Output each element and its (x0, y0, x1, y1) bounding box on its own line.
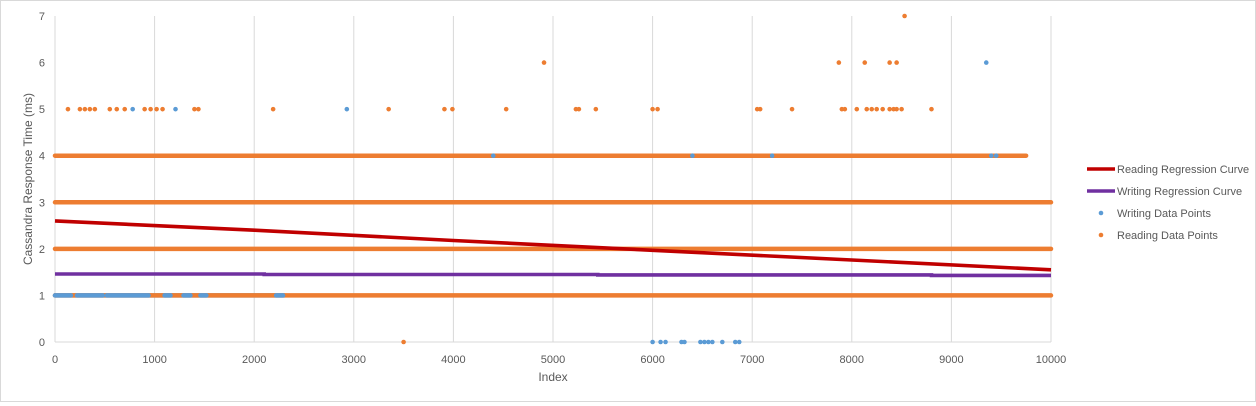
data-point (894, 106, 899, 112)
data-point (862, 60, 868, 65)
data-point (698, 339, 703, 345)
legend-label: Writing Regression Curve (1117, 186, 1242, 198)
x-tick-label: 5000 (541, 354, 565, 366)
data-point (107, 106, 113, 112)
legend: Reading Regression Curve Writing Regressi… (1087, 164, 1249, 242)
data-point (706, 339, 711, 345)
y-tick-label: 0 (39, 337, 45, 349)
data-point (736, 339, 742, 345)
x-tick-label: 2000 (242, 354, 266, 366)
data-point (682, 339, 687, 345)
y-axis-title: Cassandra Response Time (ms) (21, 93, 35, 265)
data-point (344, 106, 350, 112)
y-tick-label: 3 (39, 197, 45, 209)
data-point (988, 153, 994, 159)
data-point (702, 339, 707, 345)
data-point (270, 106, 276, 112)
grid-lines (54, 16, 1052, 343)
data-point (650, 339, 655, 345)
data-point (983, 60, 989, 65)
data-point (148, 106, 153, 112)
x-tick-label: 1000 (142, 354, 166, 366)
data-point (87, 106, 93, 112)
data-point (541, 60, 547, 65)
data-points (65, 13, 999, 345)
data-point (902, 13, 907, 19)
data-point (655, 106, 660, 112)
tick-labels: 0 1000 2000 3000 4000 5000 6000 7000 8000 9000 100… (39, 11, 1066, 366)
data-point (386, 106, 391, 112)
regression-curves (54, 219, 1052, 278)
data-point (650, 106, 655, 112)
data-point (929, 106, 934, 112)
data-point (732, 339, 738, 345)
data-point (854, 106, 860, 112)
data-point (899, 106, 904, 112)
data-point (490, 153, 496, 159)
x-tick-label: 9000 (939, 354, 963, 366)
x-tick-label: 3000 (342, 354, 366, 366)
data-point (789, 106, 795, 112)
data-point (576, 106, 582, 112)
data-point (160, 106, 165, 112)
data-point (114, 106, 120, 112)
data-point (663, 339, 668, 345)
data-point (769, 153, 775, 159)
data-point (442, 106, 447, 112)
data-point (864, 106, 870, 112)
y-tick-label: 5 (39, 104, 45, 116)
data-point (65, 106, 71, 112)
y-tick-label: 1 (39, 290, 45, 302)
regression-curve (54, 219, 1052, 272)
x-axis-title: Index (538, 370, 567, 384)
y-tick-label: 7 (39, 11, 45, 23)
data-point (92, 106, 98, 112)
data-point (710, 339, 715, 345)
data-point (658, 339, 663, 345)
data-point (887, 60, 892, 65)
legend-label: Reading Regression Curve (1117, 164, 1249, 176)
data-point (173, 106, 178, 112)
x-tick-label: 6000 (640, 354, 664, 366)
data-point (869, 106, 875, 112)
x-tick-label: 8000 (840, 354, 864, 366)
y-tick-label: 4 (39, 151, 45, 163)
data-point (887, 106, 892, 112)
y-tick-label: 2 (39, 244, 45, 256)
data-point (894, 60, 899, 65)
data-point (130, 106, 135, 112)
data-point (142, 106, 147, 112)
legend-label: Reading Data Points (1117, 230, 1218, 242)
x-tick-label: 7000 (740, 354, 764, 366)
regression-curve (55, 272, 1051, 278)
data-point (720, 339, 725, 345)
data-point-bands (52, 153, 1054, 298)
legend-marker-swatch (1098, 210, 1104, 216)
x-tick-label: 4000 (441, 354, 465, 366)
data-point (154, 106, 159, 112)
data-point (874, 106, 879, 112)
data-point (401, 339, 406, 345)
data-point (880, 106, 885, 112)
data-point (77, 106, 83, 112)
data-point (836, 60, 842, 65)
x-tick-label: 0 (52, 354, 58, 366)
legend-label: Writing Data Points (1117, 208, 1211, 220)
data-point (503, 106, 509, 112)
data-point (122, 106, 128, 112)
legend-marker-swatch (1098, 232, 1104, 238)
y-tick-label: 6 (39, 58, 45, 70)
data-point (196, 106, 201, 112)
data-point (842, 106, 848, 112)
data-point (757, 106, 763, 112)
data-point (993, 153, 999, 159)
data-point (82, 106, 88, 112)
data-point (593, 106, 599, 112)
x-tick-label: 10000 (1036, 354, 1067, 366)
data-point (450, 106, 455, 112)
data-point (192, 106, 197, 112)
data-point (690, 153, 695, 159)
